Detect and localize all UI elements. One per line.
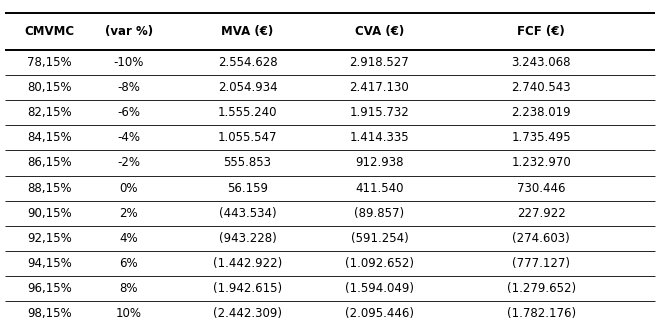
Text: 92,15%: 92,15% xyxy=(27,231,72,245)
Text: 912.938: 912.938 xyxy=(355,157,404,170)
Text: 1.915.732: 1.915.732 xyxy=(350,107,409,120)
Text: 2%: 2% xyxy=(119,207,138,220)
Text: 84,15%: 84,15% xyxy=(27,131,72,144)
Text: (1.092.652): (1.092.652) xyxy=(345,257,414,270)
Text: (777.127): (777.127) xyxy=(512,257,570,270)
Text: (89.857): (89.857) xyxy=(354,207,405,220)
Text: 2.417.130: 2.417.130 xyxy=(350,81,409,94)
Text: (591.254): (591.254) xyxy=(350,231,409,245)
Text: 56.159: 56.159 xyxy=(227,181,268,194)
Text: (var %): (var %) xyxy=(105,25,152,38)
Text: 411.540: 411.540 xyxy=(355,181,404,194)
Text: -10%: -10% xyxy=(114,57,144,69)
Text: 2.918.527: 2.918.527 xyxy=(350,57,409,69)
Text: 10%: 10% xyxy=(115,307,142,320)
Text: 1.735.495: 1.735.495 xyxy=(512,131,571,144)
Text: CVA (€): CVA (€) xyxy=(355,25,404,38)
Text: (443.534): (443.534) xyxy=(218,207,277,220)
Text: CMVMC: CMVMC xyxy=(24,25,75,38)
Text: 94,15%: 94,15% xyxy=(27,257,72,270)
Text: (274.603): (274.603) xyxy=(512,231,570,245)
Text: (1.442.922): (1.442.922) xyxy=(213,257,282,270)
Text: 88,15%: 88,15% xyxy=(27,181,72,194)
Text: (1.942.615): (1.942.615) xyxy=(213,281,282,294)
Text: 1.414.335: 1.414.335 xyxy=(350,131,409,144)
Text: 98,15%: 98,15% xyxy=(27,307,72,320)
Text: 6%: 6% xyxy=(119,257,138,270)
Text: (2.442.309): (2.442.309) xyxy=(213,307,282,320)
Text: 2.054.934: 2.054.934 xyxy=(218,81,277,94)
Text: 82,15%: 82,15% xyxy=(27,107,72,120)
Text: 90,15%: 90,15% xyxy=(27,207,72,220)
Text: 730.446: 730.446 xyxy=(517,181,566,194)
Text: (1.782.176): (1.782.176) xyxy=(507,307,576,320)
Text: -2%: -2% xyxy=(117,157,140,170)
Text: (1.279.652): (1.279.652) xyxy=(507,281,576,294)
Text: 1.555.240: 1.555.240 xyxy=(218,107,277,120)
Text: -4%: -4% xyxy=(117,131,140,144)
Text: FCF (€): FCF (€) xyxy=(517,25,565,38)
Text: 80,15%: 80,15% xyxy=(27,81,72,94)
Text: 1.232.970: 1.232.970 xyxy=(512,157,571,170)
Text: 4%: 4% xyxy=(119,231,138,245)
Text: 2.554.628: 2.554.628 xyxy=(218,57,277,69)
Text: 2.740.543: 2.740.543 xyxy=(512,81,571,94)
Text: 78,15%: 78,15% xyxy=(27,57,72,69)
Text: (2.095.446): (2.095.446) xyxy=(345,307,414,320)
Text: 227.922: 227.922 xyxy=(517,207,566,220)
Text: (943.228): (943.228) xyxy=(218,231,277,245)
Text: 0%: 0% xyxy=(119,181,138,194)
Text: (1.594.049): (1.594.049) xyxy=(345,281,414,294)
Text: 3.243.068: 3.243.068 xyxy=(512,57,571,69)
Text: 86,15%: 86,15% xyxy=(27,157,72,170)
Text: -6%: -6% xyxy=(117,107,140,120)
Text: 555.853: 555.853 xyxy=(224,157,271,170)
Text: -8%: -8% xyxy=(117,81,140,94)
Text: 1.055.547: 1.055.547 xyxy=(218,131,277,144)
Text: 2.238.019: 2.238.019 xyxy=(512,107,571,120)
Text: MVA (€): MVA (€) xyxy=(221,25,274,38)
Text: 8%: 8% xyxy=(119,281,138,294)
Text: 96,15%: 96,15% xyxy=(27,281,72,294)
